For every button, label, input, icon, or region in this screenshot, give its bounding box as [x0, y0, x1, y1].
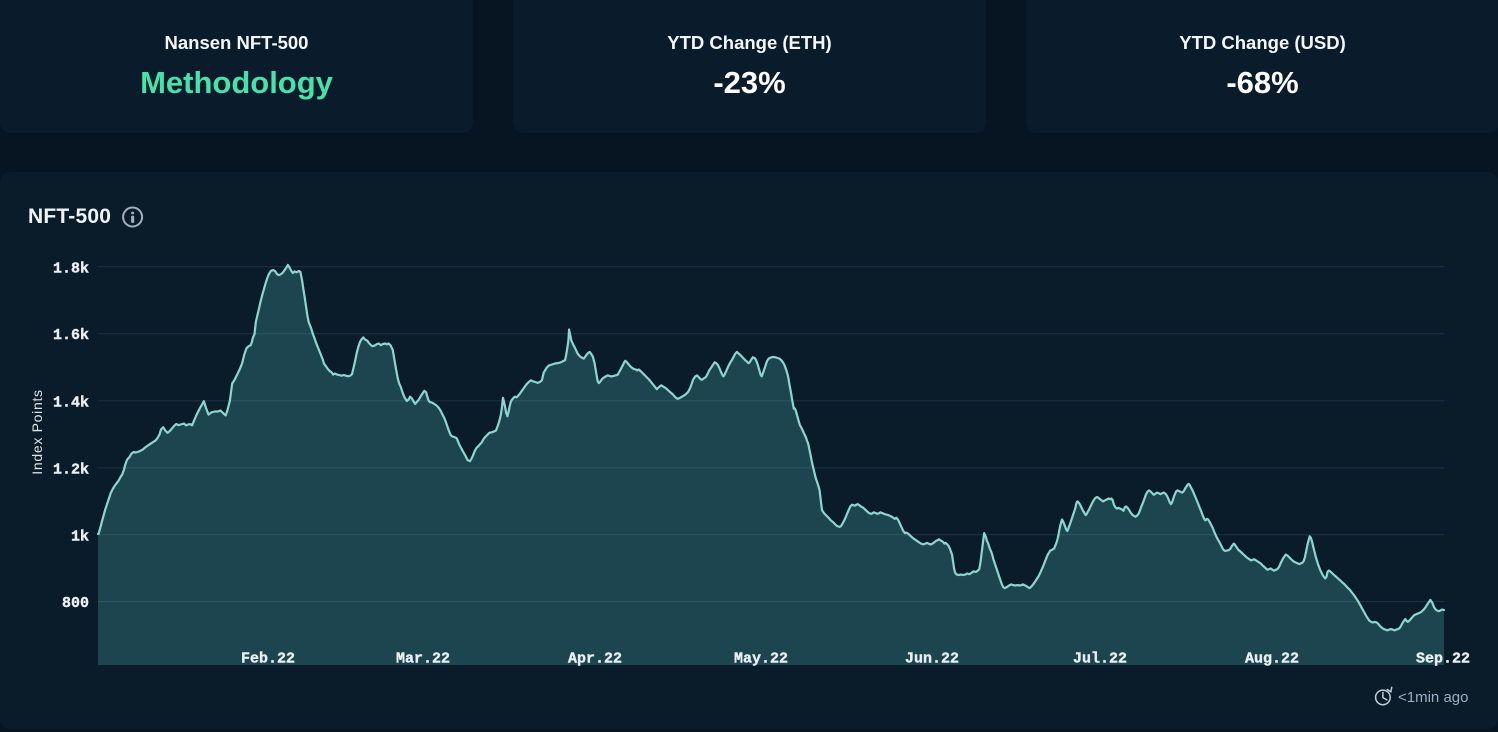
svg-text:Jul.22: Jul.22 — [1073, 651, 1127, 668]
svg-text:Aug.22: Aug.22 — [1245, 651, 1299, 668]
svg-text:1.2k: 1.2k — [53, 461, 89, 478]
svg-text:Sep.22: Sep.22 — [1416, 651, 1470, 668]
svg-text:Mar.22: Mar.22 — [396, 651, 450, 668]
svg-text:1k: 1k — [71, 528, 89, 545]
svg-text:May.22: May.22 — [734, 651, 788, 668]
svg-text:Apr.22: Apr.22 — [568, 651, 622, 668]
svg-text:800: 800 — [62, 595, 89, 612]
svg-text:Jun.22: Jun.22 — [905, 651, 959, 668]
svg-text:1.6k: 1.6k — [53, 327, 89, 344]
svg-text:Feb.22: Feb.22 — [241, 651, 295, 668]
svg-text:Index Points: Index Points — [29, 389, 45, 474]
svg-text:1.4k: 1.4k — [53, 394, 89, 411]
svg-text:1.8k: 1.8k — [53, 260, 89, 277]
